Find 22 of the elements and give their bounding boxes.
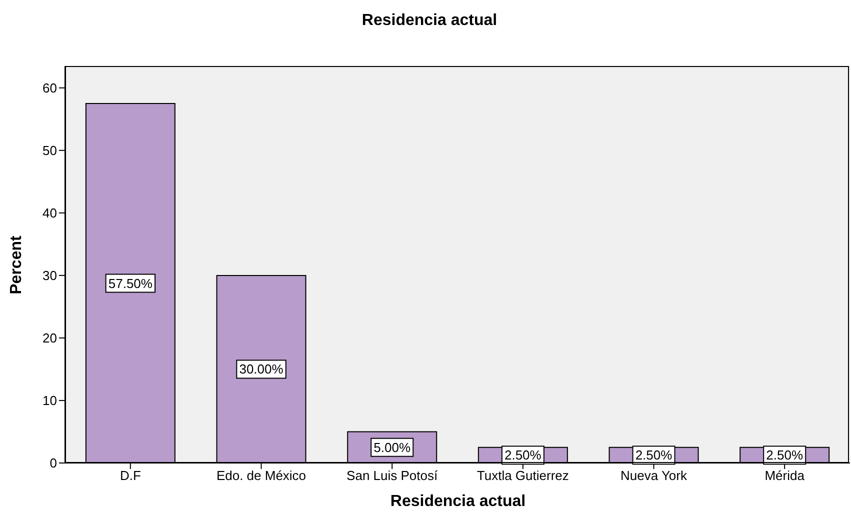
- y-tick-label: 50: [42, 143, 57, 158]
- data-label: 5.00%: [374, 440, 411, 455]
- x-tick-label: D.F: [120, 468, 141, 484]
- data-label: 2.50%: [504, 448, 542, 463]
- x-tick-label: Mérida: [764, 468, 806, 484]
- y-tick-label: 40: [42, 206, 57, 221]
- y-tick-label: 20: [42, 330, 57, 346]
- x-tick-label: Tuxtla Gutierrez: [476, 468, 569, 484]
- y-tick-label: 60: [42, 80, 57, 96]
- x-tick-label: Edo. de México: [216, 468, 306, 484]
- data-label: 57.50%: [108, 276, 153, 291]
- data-label: 2.50%: [766, 448, 804, 463]
- x-tick-label: San Luis Potosí: [346, 468, 438, 484]
- x-tick-label: Nueva York: [620, 468, 688, 484]
- x-axis-title: Residencia actual: [389, 493, 527, 511]
- chart-title: Residencia actual: [360, 12, 498, 30]
- data-label: 30.00%: [239, 362, 284, 377]
- y-tick-label: 30: [42, 268, 57, 284]
- data-label: 2.50%: [635, 448, 673, 463]
- y-axis-title: Percent: [8, 234, 26, 296]
- y-tick-label: 0: [50, 456, 57, 471]
- y-tick-label: 10: [42, 393, 57, 408]
